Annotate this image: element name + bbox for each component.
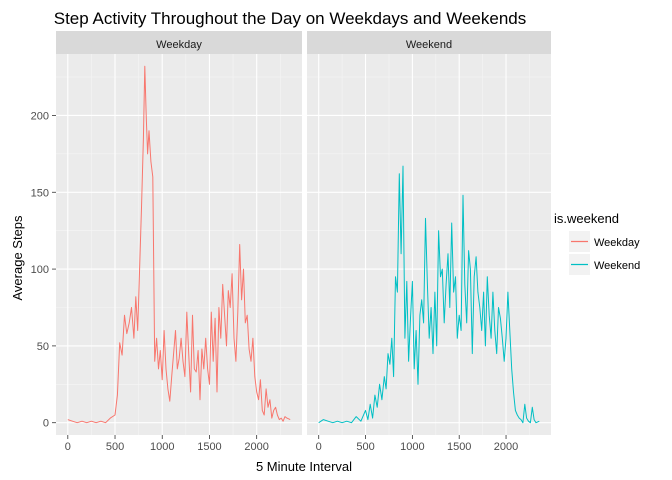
x-tick-label: 1500	[197, 441, 221, 453]
y-tick-label: 50	[37, 341, 49, 353]
facet-panel-weekday: Weekday 0 500 1000 1500 2000 0 50 100 150 200	[31, 31, 302, 453]
legend-title: is.weekend	[554, 211, 619, 226]
facet-strip	[56, 31, 302, 54]
x-tick-label: 0	[65, 441, 71, 453]
x-tick-label: 0	[316, 441, 322, 453]
facet-strip-label: Weekend	[406, 39, 452, 51]
x-tick-label: 2000	[494, 441, 518, 453]
series-line-weekday	[67, 65, 291, 424]
facet-strip-label: Weekday	[156, 39, 202, 51]
y-axis-title: Average Steps	[10, 215, 25, 301]
legend-keys: Weekday Weekend	[569, 231, 640, 275]
series-line-weekend	[318, 165, 540, 424]
plot-panel	[307, 54, 551, 435]
x-tick-label: 1500	[447, 441, 471, 453]
facets: Weekday 0 500 1000 1500 2000 0 50 100 150 200 Weeke…	[31, 31, 551, 453]
plot-panel	[56, 54, 302, 435]
legend: is.weekend Weekday Weekend	[554, 211, 640, 275]
legend-item-weekend: Weekend	[569, 254, 640, 275]
x-tick-label: 500	[106, 441, 124, 453]
x-tick-label: 1000	[150, 441, 174, 453]
legend-item-weekday: Weekday	[569, 231, 640, 252]
facet-panel-weekend: Weekend 0 500 1000 1500 2000	[307, 31, 551, 453]
y-tick-label: 100	[31, 264, 49, 276]
chart-title: Step Activity Throughout the Day on Week…	[54, 9, 527, 28]
y-tick-label: 150	[31, 187, 49, 199]
y-tick-label: 200	[31, 110, 49, 122]
x-tick-label: 500	[356, 441, 374, 453]
x-tick-label: 2000	[244, 441, 268, 453]
x-tick-label: 1000	[400, 441, 424, 453]
facet-strip	[307, 31, 551, 54]
legend-label: Weekday	[594, 237, 640, 249]
x-axis-title: 5 Minute Interval	[256, 459, 352, 474]
y-tick-label: 0	[43, 418, 49, 430]
legend-label: Weekend	[594, 260, 640, 272]
